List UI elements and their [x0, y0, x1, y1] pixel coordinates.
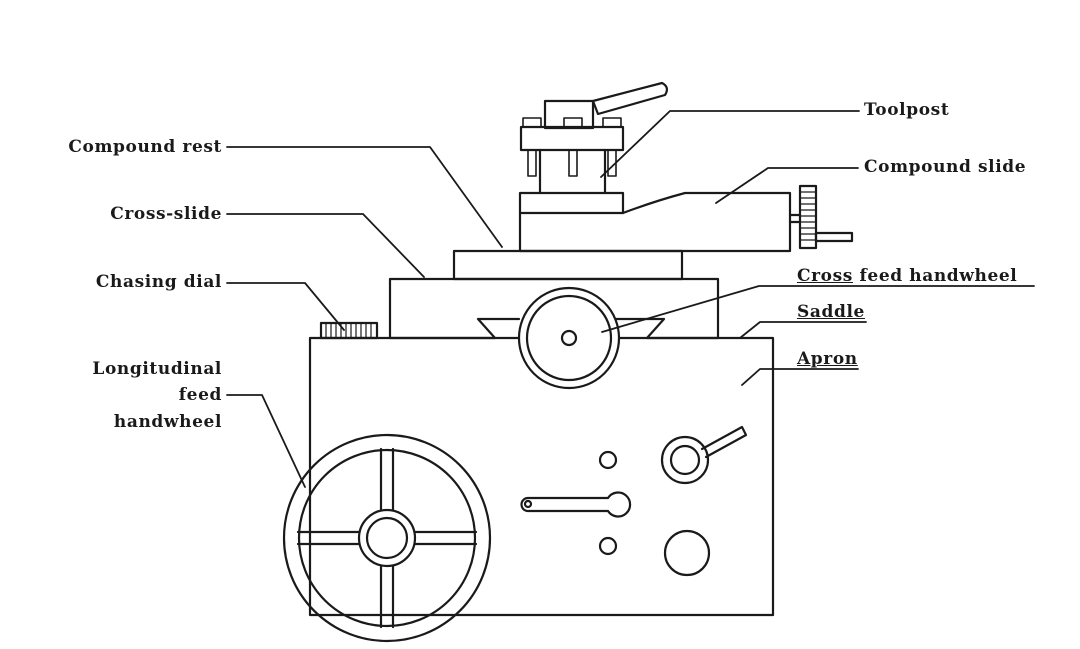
compound-handle [814, 231, 854, 243]
label-longitudinal-line1: Longitudinal [92, 359, 222, 379]
label-cross-slide: Cross-slide [110, 204, 222, 224]
label-cross-feed-word1: Cross [797, 266, 853, 286]
label-chasing-dial: Chasing dial [95, 272, 222, 292]
compound-handwheel-knurl [799, 191, 817, 241]
toolpost-lever [591, 81, 669, 116]
chasing-dial [319, 321, 379, 340]
compound-slide-body [518, 191, 792, 253]
label-toolpost: Toolpost [864, 100, 950, 120]
leader-compound-rest [226, 146, 503, 248]
compound-rest-base [518, 191, 625, 215]
leader-cross-feed [601, 285, 1035, 333]
leader-apron [741, 368, 859, 386]
leader-toolpost [600, 110, 860, 178]
toolpost-top [543, 99, 595, 130]
label-longitudinal-line3: handwheel [113, 412, 222, 432]
leader-compound-slide [715, 167, 859, 204]
label-saddle: Saddle [797, 302, 865, 322]
label-apron: Apron [797, 349, 858, 369]
toolpost-bolts [522, 117, 622, 177]
longitudinal-feed-handwheel [282, 433, 492, 643]
apron-controls [520, 425, 748, 577]
toolpost-clamp-plate [519, 125, 625, 152]
leader-longitudinal [226, 394, 306, 488]
chasing-dial-teeth [325, 322, 372, 339]
cross-feed-handwheel [517, 286, 621, 390]
compound-handwheel [798, 184, 818, 250]
leader-chasing-dial [226, 282, 345, 331]
leader-saddle [739, 321, 867, 339]
label-longitudinal-line2: feed [178, 385, 222, 405]
cross-slide-block [452, 249, 684, 281]
label-compound-rest: Compound rest [68, 137, 222, 157]
label-compound-slide: Compound slide [864, 157, 1027, 177]
label-cross-feed-word2: feed handwheel [859, 266, 1018, 286]
leader-lines [226, 110, 1035, 488]
label-cross-feed-handwheel: Cross feed handwheel [797, 266, 1017, 286]
leader-cross-slide [226, 213, 425, 278]
